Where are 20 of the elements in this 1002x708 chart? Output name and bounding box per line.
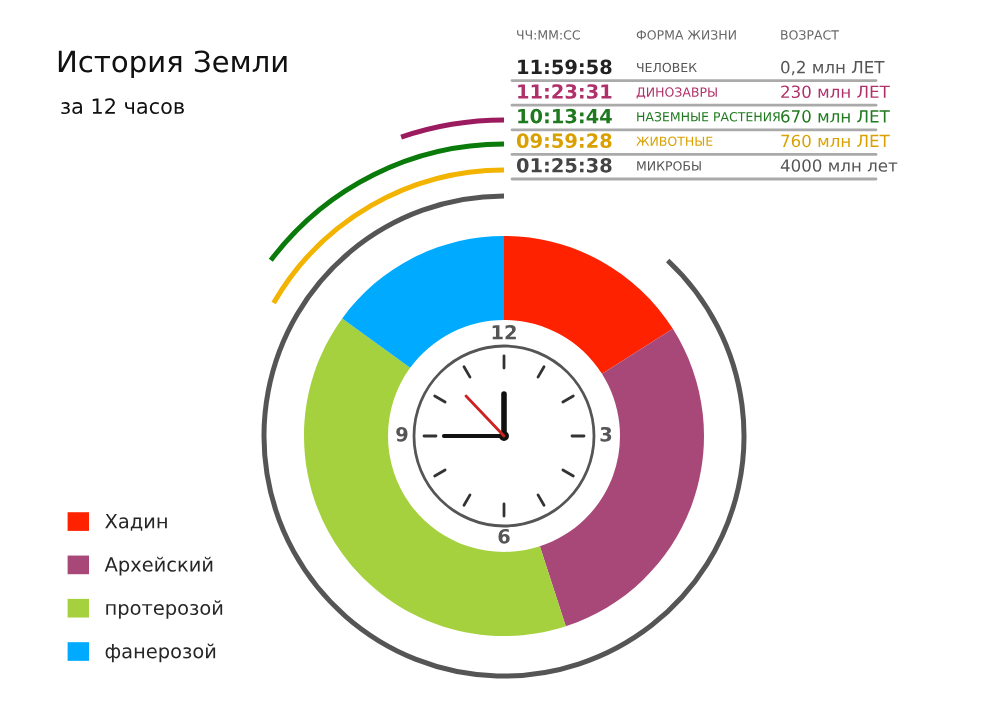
chart-title: История Земли [58,50,287,79]
text: 6 [498,528,510,544]
legend-label: протерозой [106,600,223,619]
text: 12 [492,324,516,340]
text: 760 млн ЛЕТ [781,134,890,148]
text: 09:59:28 [516,133,612,149]
text: 4000 млн лет [780,159,898,172]
text: 0,2 млн ЛЕТ [781,60,885,76]
text: 11:23:31 [518,84,612,99]
text: 230 млн ЛЕТ [781,85,890,99]
text: 3 [600,426,612,442]
legend-label: Хадин [105,514,167,531]
legend-label: фанерозой [105,643,216,663]
chart-subtitle: за 12 часов [61,98,184,115]
text: 01:25:38 [516,157,612,173]
legend-label: Архейский [104,556,213,576]
text: 10:13:44 [518,108,612,124]
text: 11:59:58 [518,59,612,75]
text: 9 [396,426,408,442]
text: 670 млн ЛЕТ [781,110,890,123]
